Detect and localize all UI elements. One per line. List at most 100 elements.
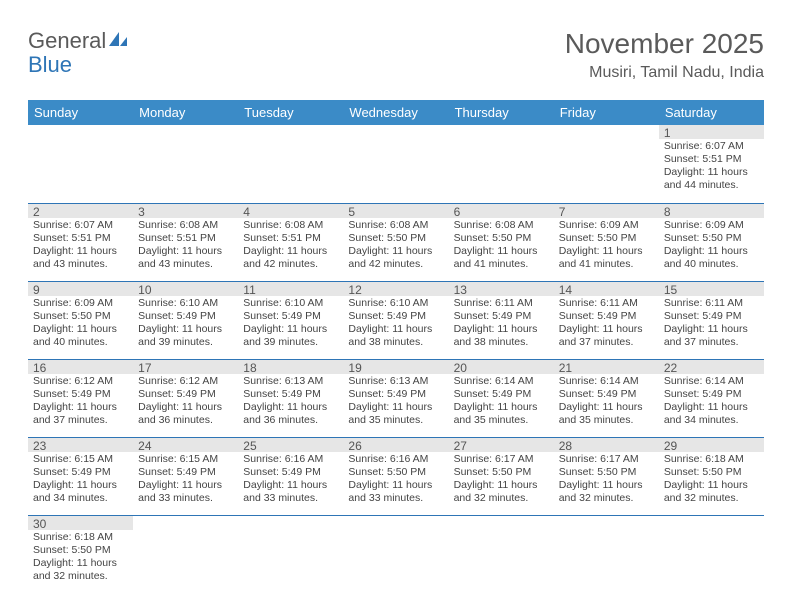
sunset-text: Sunset: 5:50 PM <box>348 466 443 479</box>
sunrise-text: Sunrise: 6:08 AM <box>454 219 549 232</box>
daylight-text: and 37 minutes. <box>33 414 128 427</box>
day-details: Sunrise: 6:16 AMSunset: 5:50 PMDaylight:… <box>343 452 448 507</box>
calendar-row: 30Sunrise: 6:18 AMSunset: 5:50 PMDayligh… <box>28 515 764 593</box>
daylight-text: and 32 minutes. <box>664 492 759 505</box>
daylight-text: Daylight: 11 hours <box>664 479 759 492</box>
sunrise-text: Sunrise: 6:15 AM <box>138 453 233 466</box>
calendar-cell: 23Sunrise: 6:15 AMSunset: 5:49 PMDayligh… <box>28 437 133 515</box>
calendar-cell <box>238 125 343 203</box>
sunrise-text: Sunrise: 6:12 AM <box>138 375 233 388</box>
calendar-cell <box>343 125 448 203</box>
calendar-cell <box>133 125 238 203</box>
day-header: Tuesday <box>238 100 343 125</box>
daylight-text: and 41 minutes. <box>559 258 654 271</box>
sunset-text: Sunset: 5:51 PM <box>243 232 338 245</box>
day-number: 28 <box>554 438 659 452</box>
calendar-cell: 13Sunrise: 6:11 AMSunset: 5:49 PMDayligh… <box>449 281 554 359</box>
sunrise-text: Sunrise: 6:14 AM <box>454 375 549 388</box>
day-header: Thursday <box>449 100 554 125</box>
calendar-cell: 29Sunrise: 6:18 AMSunset: 5:50 PMDayligh… <box>659 437 764 515</box>
calendar-cell: 19Sunrise: 6:13 AMSunset: 5:49 PMDayligh… <box>343 359 448 437</box>
sunset-text: Sunset: 5:49 PM <box>664 388 759 401</box>
sunrise-text: Sunrise: 6:11 AM <box>664 297 759 310</box>
sunset-text: Sunset: 5:49 PM <box>138 466 233 479</box>
sunrise-text: Sunrise: 6:08 AM <box>243 219 338 232</box>
calendar-cell: 16Sunrise: 6:12 AMSunset: 5:49 PMDayligh… <box>28 359 133 437</box>
calendar-cell <box>449 515 554 593</box>
day-number: 24 <box>133 438 238 452</box>
daylight-text: and 39 minutes. <box>138 336 233 349</box>
day-number: 30 <box>28 516 133 530</box>
day-header: Wednesday <box>343 100 448 125</box>
header: General November 2025 Musiri, Tamil Nadu… <box>28 28 764 82</box>
day-number: 14 <box>554 282 659 296</box>
sunrise-text: Sunrise: 6:11 AM <box>454 297 549 310</box>
sunrise-text: Sunrise: 6:12 AM <box>33 375 128 388</box>
calendar-cell: 5Sunrise: 6:08 AMSunset: 5:50 PMDaylight… <box>343 203 448 281</box>
daylight-text: and 42 minutes. <box>348 258 443 271</box>
day-number: 3 <box>133 204 238 218</box>
calendar-cell: 25Sunrise: 6:16 AMSunset: 5:49 PMDayligh… <box>238 437 343 515</box>
calendar-cell: 26Sunrise: 6:16 AMSunset: 5:50 PMDayligh… <box>343 437 448 515</box>
sunset-text: Sunset: 5:49 PM <box>243 466 338 479</box>
calendar-cell: 4Sunrise: 6:08 AMSunset: 5:51 PMDaylight… <box>238 203 343 281</box>
daylight-text: and 33 minutes. <box>243 492 338 505</box>
sunset-text: Sunset: 5:50 PM <box>348 232 443 245</box>
daylight-text: Daylight: 11 hours <box>33 479 128 492</box>
day-details: Sunrise: 6:12 AMSunset: 5:49 PMDaylight:… <box>133 374 238 429</box>
day-details: Sunrise: 6:14 AMSunset: 5:49 PMDaylight:… <box>449 374 554 429</box>
sunset-text: Sunset: 5:51 PM <box>138 232 233 245</box>
daylight-text: and 35 minutes. <box>559 414 654 427</box>
sunrise-text: Sunrise: 6:14 AM <box>664 375 759 388</box>
day-number: 5 <box>343 204 448 218</box>
daylight-text: Daylight: 11 hours <box>664 323 759 336</box>
calendar-cell: 24Sunrise: 6:15 AMSunset: 5:49 PMDayligh… <box>133 437 238 515</box>
sunrise-text: Sunrise: 6:16 AM <box>243 453 338 466</box>
day-header: Sunday <box>28 100 133 125</box>
daylight-text: Daylight: 11 hours <box>664 401 759 414</box>
day-header: Friday <box>554 100 659 125</box>
sunset-text: Sunset: 5:50 PM <box>559 232 654 245</box>
calendar-cell <box>238 515 343 593</box>
calendar-cell: 22Sunrise: 6:14 AMSunset: 5:49 PMDayligh… <box>659 359 764 437</box>
daylight-text: and 37 minutes. <box>559 336 654 349</box>
day-number: 4 <box>238 204 343 218</box>
day-details: Sunrise: 6:09 AMSunset: 5:50 PMDaylight:… <box>28 296 133 351</box>
sunset-text: Sunset: 5:49 PM <box>348 388 443 401</box>
sunrise-text: Sunrise: 6:09 AM <box>33 297 128 310</box>
day-header-row: Sunday Monday Tuesday Wednesday Thursday… <box>28 100 764 125</box>
calendar-cell: 11Sunrise: 6:10 AMSunset: 5:49 PMDayligh… <box>238 281 343 359</box>
daylight-text: Daylight: 11 hours <box>243 245 338 258</box>
calendar-cell: 15Sunrise: 6:11 AMSunset: 5:49 PMDayligh… <box>659 281 764 359</box>
day-details: Sunrise: 6:10 AMSunset: 5:49 PMDaylight:… <box>133 296 238 351</box>
daylight-text: Daylight: 11 hours <box>33 557 128 570</box>
sunrise-text: Sunrise: 6:15 AM <box>33 453 128 466</box>
calendar-cell: 7Sunrise: 6:09 AMSunset: 5:50 PMDaylight… <box>554 203 659 281</box>
daylight-text: Daylight: 11 hours <box>454 479 549 492</box>
daylight-text: Daylight: 11 hours <box>243 323 338 336</box>
sunrise-text: Sunrise: 6:07 AM <box>664 140 759 153</box>
daylight-text: and 33 minutes. <box>138 492 233 505</box>
day-number: 19 <box>343 360 448 374</box>
daylight-text: Daylight: 11 hours <box>559 479 654 492</box>
daylight-text: and 38 minutes. <box>454 336 549 349</box>
day-details: Sunrise: 6:14 AMSunset: 5:49 PMDaylight:… <box>554 374 659 429</box>
daylight-text: and 35 minutes. <box>454 414 549 427</box>
daylight-text: Daylight: 11 hours <box>664 166 759 179</box>
sunset-text: Sunset: 5:49 PM <box>243 388 338 401</box>
daylight-text: and 34 minutes. <box>33 492 128 505</box>
sunset-text: Sunset: 5:50 PM <box>33 310 128 323</box>
calendar-cell <box>554 125 659 203</box>
sunset-text: Sunset: 5:49 PM <box>559 388 654 401</box>
sunrise-text: Sunrise: 6:10 AM <box>243 297 338 310</box>
calendar-row: 2Sunrise: 6:07 AMSunset: 5:51 PMDaylight… <box>28 203 764 281</box>
title-block: November 2025 Musiri, Tamil Nadu, India <box>565 28 764 82</box>
daylight-text: Daylight: 11 hours <box>454 401 549 414</box>
sunrise-text: Sunrise: 6:17 AM <box>559 453 654 466</box>
day-number: 13 <box>449 282 554 296</box>
sunrise-text: Sunrise: 6:16 AM <box>348 453 443 466</box>
day-number: 22 <box>659 360 764 374</box>
day-number: 11 <box>238 282 343 296</box>
day-details: Sunrise: 6:18 AMSunset: 5:50 PMDaylight:… <box>659 452 764 507</box>
calendar-cell: 17Sunrise: 6:12 AMSunset: 5:49 PMDayligh… <box>133 359 238 437</box>
